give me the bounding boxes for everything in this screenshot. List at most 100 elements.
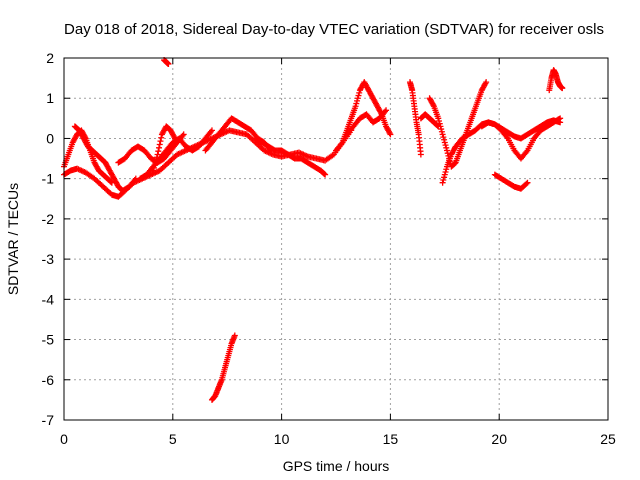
data-point <box>354 97 361 104</box>
data-point <box>153 156 160 163</box>
data-point <box>503 134 510 141</box>
y-tick-label: 0 <box>46 130 54 146</box>
y-tick-label: -7 <box>42 412 55 428</box>
data-point <box>559 85 566 92</box>
data-point <box>417 151 424 158</box>
data-point <box>231 332 238 339</box>
data-point <box>151 162 158 169</box>
data-point <box>131 177 138 184</box>
data-point <box>523 180 530 187</box>
x-tick-label: 20 <box>491 431 507 447</box>
data-point <box>443 144 450 151</box>
data-point <box>356 89 363 96</box>
data-point <box>155 148 162 155</box>
y-axis-label: SDTVAR / TECUs <box>5 183 21 295</box>
data-point <box>387 131 394 138</box>
data-point <box>435 118 442 125</box>
series-track-b <box>61 127 115 186</box>
data-point <box>355 92 362 99</box>
data-point <box>438 126 445 133</box>
data-point <box>157 138 164 145</box>
data-point <box>441 174 448 181</box>
series-track-r <box>208 332 238 403</box>
data-point <box>557 115 564 122</box>
series-track-j <box>343 107 390 138</box>
data-point <box>439 179 446 186</box>
data-point <box>438 128 445 135</box>
series-track-f <box>150 123 178 174</box>
data-point <box>180 131 187 138</box>
data-point <box>153 154 160 161</box>
data-point <box>430 101 437 108</box>
x-tick-label: 5 <box>169 431 177 447</box>
data-point <box>207 128 214 135</box>
data-point <box>208 127 215 134</box>
data-point <box>556 116 563 123</box>
data-points <box>61 57 566 403</box>
data-point <box>443 147 450 154</box>
data-point <box>386 130 393 137</box>
data-point <box>383 107 390 114</box>
data-point <box>156 141 163 148</box>
data-point <box>338 140 345 147</box>
data-point <box>150 167 157 174</box>
series-track-h <box>252 135 329 178</box>
y-tick-label: -5 <box>42 332 55 348</box>
series-track-k <box>406 79 424 158</box>
data-point <box>152 159 159 166</box>
data-point <box>165 61 172 68</box>
data-point <box>483 79 490 86</box>
series-track-s <box>161 57 172 68</box>
x-tick-label: 25 <box>600 431 616 447</box>
data-point <box>322 171 329 178</box>
data-point <box>441 139 448 146</box>
data-point <box>171 135 178 142</box>
x-axis-label: GPS time / hours <box>283 458 390 474</box>
data-point <box>523 148 530 155</box>
data-point <box>156 144 163 151</box>
data-point <box>154 151 161 158</box>
axis-ticks: 0 5 10 15 20 25 -7 -6 -5 -4 -3 -2 -1 0 1 2 <box>42 50 616 447</box>
x-tick-label: 0 <box>60 431 68 447</box>
grid <box>64 58 608 420</box>
data-point <box>435 115 442 122</box>
series-track-q <box>546 67 566 94</box>
data-point <box>443 166 450 173</box>
data-point <box>439 131 446 138</box>
data-point <box>441 171 448 178</box>
data-point <box>524 179 531 186</box>
data-point <box>441 136 448 143</box>
y-tick-label: -4 <box>42 291 55 307</box>
y-tick-label: -6 <box>42 372 55 388</box>
series-track-o <box>478 115 564 162</box>
data-point <box>353 100 360 107</box>
x-tick-label: 10 <box>274 431 290 447</box>
data-point <box>442 168 449 175</box>
data-point <box>437 123 444 130</box>
y-tick-label: -1 <box>42 171 55 187</box>
plot-frame <box>63 57 609 421</box>
data-point <box>321 170 328 177</box>
series-track-p <box>491 171 531 192</box>
data-point <box>482 80 489 87</box>
series-track-c <box>71 123 139 194</box>
y-tick-label: 2 <box>46 50 54 66</box>
data-point <box>352 103 359 110</box>
y-tick-label: -3 <box>42 251 55 267</box>
data-point <box>171 134 178 141</box>
x-tick-label: 15 <box>383 431 399 447</box>
data-point <box>440 177 447 184</box>
y-tick-label: 1 <box>46 90 54 106</box>
data-point <box>150 164 157 171</box>
data-point <box>436 120 443 127</box>
chart-title: Day 018 of 2018, Sidereal Day-to-day VTE… <box>64 21 604 38</box>
data-point <box>108 179 115 186</box>
data-point <box>354 95 361 102</box>
data-point <box>440 134 447 141</box>
y-tick-label: -2 <box>42 211 55 227</box>
data-point <box>158 134 165 141</box>
series-track-i <box>333 79 394 154</box>
data-point <box>381 108 388 115</box>
